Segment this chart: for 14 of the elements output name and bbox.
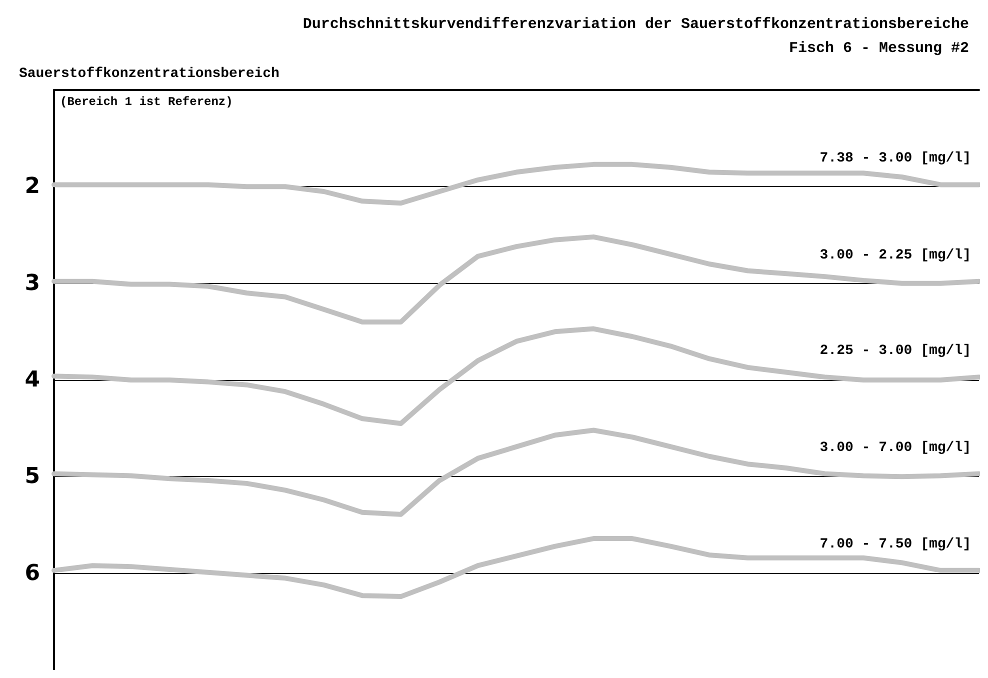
- chart-subtitle: Fisch 6 - Messung #2: [788, 40, 969, 57]
- y-tick-label: 6: [24, 560, 40, 586]
- y-tick-label: 3: [24, 270, 40, 296]
- series-label: 3.00 - 2.25 [mg/l]: [820, 247, 971, 264]
- series-label: 3.00 - 7.00 [mg/l]: [820, 440, 971, 456]
- y-tick-label: 2: [24, 174, 40, 200]
- series-label: 7.00 - 7.50 [mg/l]: [820, 536, 971, 552]
- annotation: (Bereich 1 ist Referenz): [60, 95, 233, 109]
- y-tick-label: 4: [24, 368, 40, 392]
- y-axis-title: Sauerstoffkonzentrationsbereich: [19, 66, 280, 82]
- y-tick-label: 5: [24, 464, 40, 490]
- series-label: 2.25 - 3.00 [mg/l]: [820, 343, 971, 360]
- chart-title: Durchschnittskurvendifferenzvariation der Sauerstoffkonzentrationsbereiche: [302, 16, 969, 33]
- series-label: 7.38 - 3.00 [mg/l]: [820, 150, 971, 167]
